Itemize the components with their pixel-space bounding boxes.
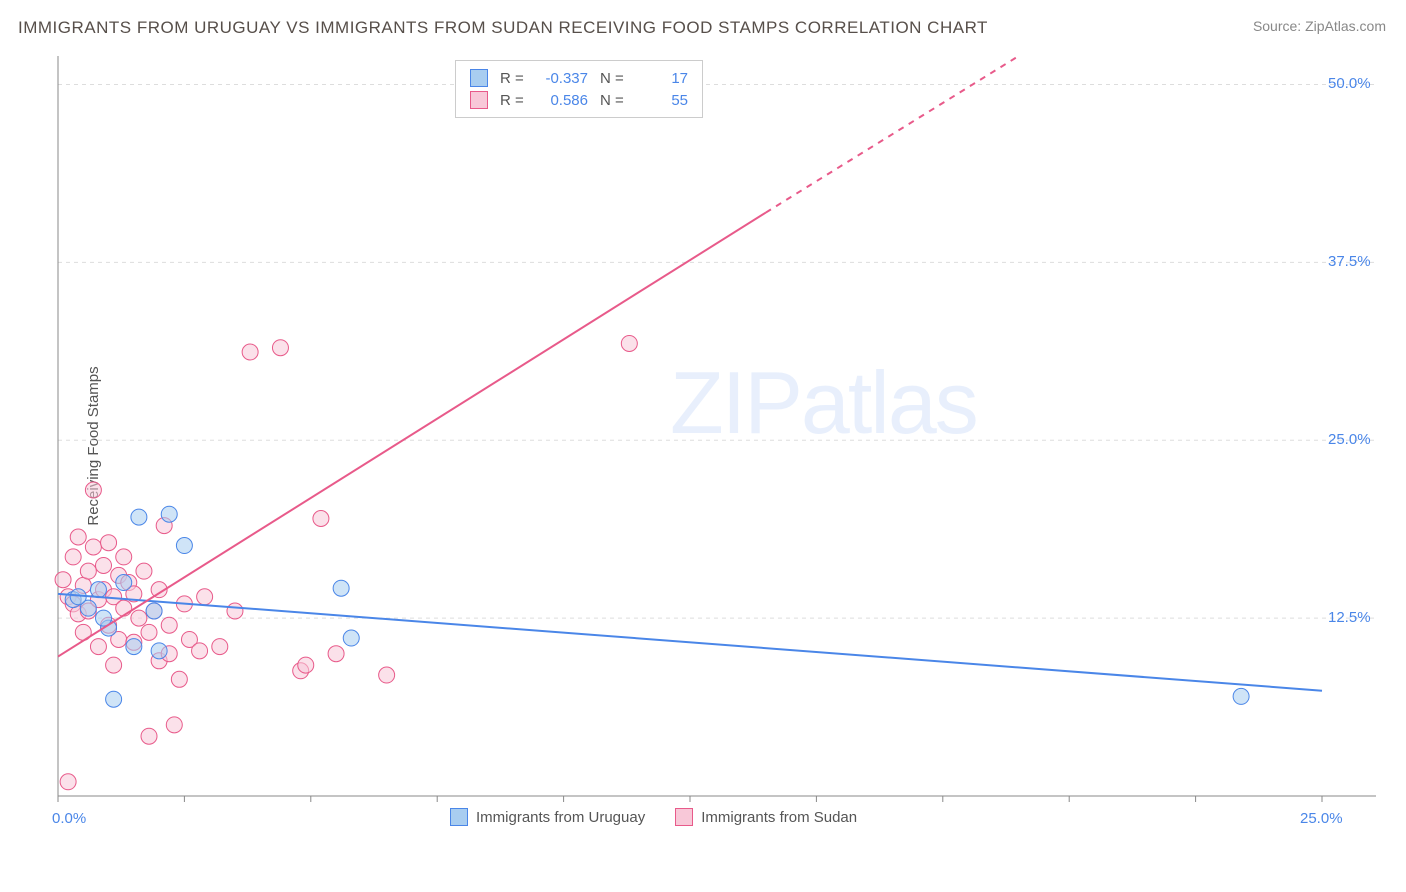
r-value: 0.586 bbox=[530, 92, 588, 109]
x-tick-label: 0.0% bbox=[52, 810, 86, 827]
source-attribution: Source: ZipAtlas.com bbox=[1253, 18, 1386, 34]
y-tick-label: 25.0% bbox=[1328, 431, 1371, 448]
legend-correlation-row: R = 0.586 N = 55 bbox=[470, 89, 688, 111]
legend-series-item: Immigrants from Uruguay bbox=[450, 808, 645, 826]
sudan-swatch-icon bbox=[675, 808, 693, 826]
sudan-swatch-icon bbox=[470, 91, 488, 109]
chart-canvas bbox=[50, 52, 1388, 830]
series-legend: Immigrants from Uruguay Immigrants from S… bbox=[450, 808, 857, 826]
n-value: 55 bbox=[630, 92, 688, 109]
n-label: N = bbox=[600, 92, 624, 109]
n-label: N = bbox=[600, 70, 624, 87]
legend-series-label: Immigrants from Uruguay bbox=[476, 809, 645, 826]
uruguay-swatch-icon bbox=[470, 69, 488, 87]
uruguay-swatch-icon bbox=[450, 808, 468, 826]
y-tick-label: 50.0% bbox=[1328, 75, 1371, 92]
chart-title: IMMIGRANTS FROM URUGUAY VS IMMIGRANTS FR… bbox=[18, 18, 988, 38]
source-value: ZipAtlas.com bbox=[1305, 18, 1386, 34]
n-value: 17 bbox=[630, 70, 688, 87]
legend-series-item: Immigrants from Sudan bbox=[675, 808, 857, 826]
correlation-legend: R = -0.337 N = 17 R = 0.586 N = 55 bbox=[455, 60, 703, 118]
source-label: Source: bbox=[1253, 18, 1301, 34]
legend-series-label: Immigrants from Sudan bbox=[701, 809, 857, 826]
legend-correlation-row: R = -0.337 N = 17 bbox=[470, 67, 688, 89]
r-label: R = bbox=[500, 70, 524, 87]
r-label: R = bbox=[500, 92, 524, 109]
scatter-plot: ZIPatlas R = -0.337N = 17R = 0.586N = 55… bbox=[50, 52, 1388, 830]
r-value: -0.337 bbox=[530, 70, 588, 87]
y-tick-label: 37.5% bbox=[1328, 253, 1371, 270]
y-tick-label: 12.5% bbox=[1328, 609, 1371, 626]
x-tick-label: 25.0% bbox=[1300, 810, 1343, 827]
